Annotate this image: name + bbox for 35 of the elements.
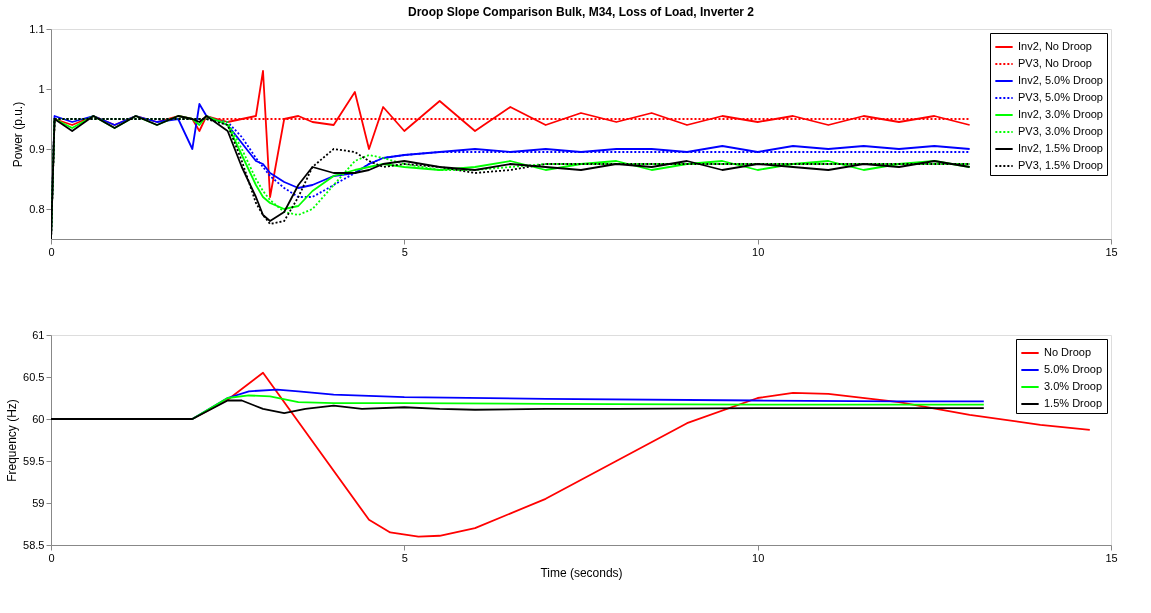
x-tick-label: 5 (401, 551, 408, 564)
y-tick-label: 58.5 (23, 538, 45, 551)
x-tick-label: 0 (48, 245, 55, 258)
x-tick-label: 0 (48, 551, 55, 564)
y-axis-title: Frequency (Hz) (5, 399, 20, 482)
legend-label: No Droop (1044, 346, 1092, 358)
legend-label: PV3, No Droop (1018, 57, 1092, 69)
y-tick-label: 59 (32, 496, 45, 509)
y-tick-label: 1.1 (29, 22, 45, 35)
legend-label: 1.5% Droop (1044, 397, 1103, 409)
x-tick-label: 15 (1105, 245, 1118, 258)
x-tick-label: 10 (752, 245, 765, 258)
x-axis-title: Time (seconds) (540, 565, 623, 580)
legend-label: PV3, 3.0% Droop (1018, 125, 1103, 137)
line-series (51, 399, 985, 420)
legend-label: PV3, 1.5% Droop (1018, 159, 1103, 171)
x-tick-label: 15 (1105, 551, 1118, 564)
y-tick-label: 1 (38, 82, 45, 95)
x-tick-label: 5 (401, 245, 408, 258)
legend-label: Inv2, 5.0% Droop (1018, 74, 1103, 86)
y-tick-label: 0.9 (29, 142, 45, 155)
chart-title: Droop Slope Comparison Bulk, M34, Loss of Load, Inverter 2 (407, 5, 755, 19)
y-tick-label: 60 (32, 412, 45, 425)
legend-label: 3.0% Droop (1044, 380, 1103, 392)
y-tick-label: 61 (32, 328, 45, 341)
legend-label: Inv2, 3.0% Droop (1018, 108, 1103, 120)
legend-label: Inv2, No Droop (1018, 40, 1092, 52)
y-tick-label: 59.5 (23, 454, 45, 467)
legend-label: PV3, 5.0% Droop (1018, 91, 1103, 103)
y-tick-label: 0.8 (29, 202, 45, 215)
legend-label: 5.0% Droop (1044, 363, 1103, 375)
y-axis-title: Power (p.u.) (11, 101, 26, 168)
x-tick-label: 10 (752, 551, 765, 564)
y-tick-label: 60.5 (23, 370, 45, 383)
legend-label: Inv2, 1.5% Droop (1018, 142, 1103, 154)
